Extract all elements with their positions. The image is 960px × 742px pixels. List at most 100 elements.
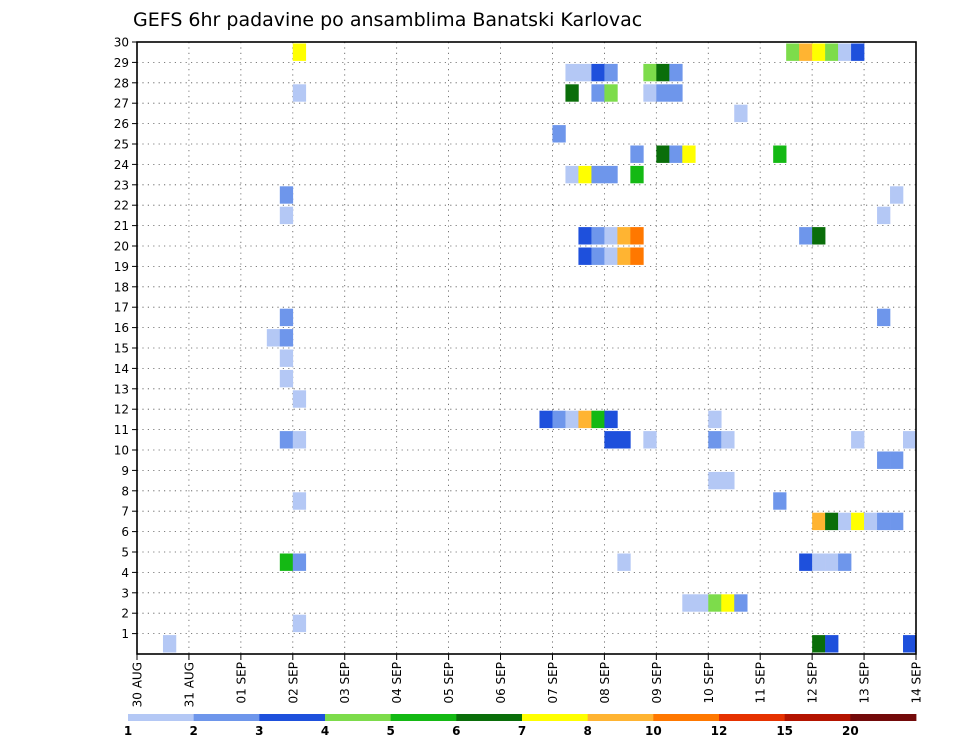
x-tick-label: 07 SEP (546, 662, 560, 704)
precip-cell (578, 165, 592, 184)
precip-cell (279, 308, 294, 327)
colorbar-label: 8 (583, 724, 591, 738)
colorbar-swatch (653, 714, 720, 721)
precip-cell (591, 84, 605, 102)
precip-cell (877, 451, 891, 469)
colorbar-label: 10 (645, 724, 662, 738)
colorbar-label: 6 (452, 724, 460, 738)
precip-cell (851, 512, 865, 531)
precip-cell (279, 349, 294, 367)
x-tick-label: 10 SEP (702, 662, 716, 704)
precip-cell (578, 63, 592, 82)
precip-cell (812, 43, 826, 61)
colorbar-swatch (456, 714, 523, 721)
colorbar-swatch (522, 714, 589, 721)
y-tick-label: 21 (114, 219, 129, 233)
precip-cell (825, 553, 839, 571)
precip-cell (630, 247, 644, 265)
precip-cell (604, 431, 618, 449)
precip-cell (825, 43, 839, 61)
precip-cell (591, 227, 605, 245)
colorbar-swatch (259, 714, 326, 721)
x-tick-label: 04 SEP (390, 662, 404, 704)
y-tick-label: 18 (114, 280, 129, 294)
precip-cell (903, 635, 917, 653)
precip-cell (669, 63, 683, 82)
precip-cell (630, 145, 644, 163)
precip-cell (552, 125, 566, 143)
precip-cell (656, 63, 670, 82)
y-tick-label: 26 (114, 117, 129, 131)
y-tick-label: 19 (114, 260, 129, 274)
precip-cell (279, 369, 294, 388)
precip-cell (734, 104, 748, 123)
colorbar-label: 5 (386, 724, 394, 738)
precip-cell (669, 145, 683, 163)
precip-cell (734, 594, 748, 612)
precip-cell (812, 635, 826, 653)
x-tick-label: 13 SEP (858, 662, 872, 704)
precip-cell (604, 63, 618, 82)
y-tick-label: 20 (114, 240, 129, 254)
y-tick-label: 8 (121, 484, 129, 498)
precip-cell (578, 227, 592, 245)
precip-cell (864, 512, 878, 531)
x-tick-label: 06 SEP (494, 662, 508, 704)
y-tick-label: 7 (121, 505, 129, 519)
precip-cell (708, 431, 722, 449)
colorbar-label: 2 (189, 724, 197, 738)
x-tick-label: 30 AUG (131, 662, 145, 707)
precip-cell (604, 227, 618, 245)
precip-cell (617, 553, 631, 571)
precip-cell (279, 329, 294, 347)
precip-cell (565, 165, 579, 184)
precip-cell (292, 84, 307, 102)
precip-cell (578, 247, 592, 265)
x-tick-label: 14 SEP (910, 662, 924, 704)
x-tick-label: 31 AUG (182, 662, 196, 707)
colorbar-swatch (193, 714, 260, 721)
colorbar-swatch (719, 714, 786, 721)
precip-cell (721, 471, 735, 490)
y-tick-label: 2 (121, 607, 129, 621)
y-tick-label: 30 (114, 36, 129, 50)
precip-cell (851, 431, 865, 449)
y-tick-label: 29 (114, 56, 129, 70)
colorbar-label: 7 (518, 724, 526, 738)
precip-cell (786, 43, 800, 61)
y-tick-label: 16 (114, 321, 129, 335)
precip-cell (708, 594, 722, 612)
colorbar-swatch (128, 714, 195, 721)
precip-cell (838, 553, 852, 571)
precip-cell (643, 63, 657, 82)
x-tick-label: 08 SEP (598, 662, 612, 704)
precip-cell (877, 206, 891, 225)
y-tick-label: 5 (121, 546, 129, 560)
x-tick-label: 12 SEP (806, 662, 820, 704)
precip-cell (695, 594, 709, 612)
cells-layer (162, 43, 917, 653)
precip-cell (890, 512, 904, 531)
precip-cell (812, 512, 826, 531)
precip-cell (903, 431, 917, 449)
y-tick-label: 23 (114, 178, 129, 192)
precip-cell (604, 84, 618, 102)
precip-cell (292, 614, 307, 633)
y-tick-label: 9 (121, 464, 129, 478)
x-tick-label: 11 SEP (754, 662, 768, 704)
precip-cell (591, 410, 605, 429)
precip-cell (279, 186, 294, 204)
precip-cell (292, 492, 307, 510)
colorbar-label: 15 (776, 724, 793, 738)
precip-cell (669, 84, 683, 102)
y-tick-label: 17 (114, 301, 129, 315)
precip-cell (643, 84, 657, 102)
precip-cell (643, 431, 657, 449)
precip-cell (825, 512, 839, 531)
y-tick-label: 12 (114, 403, 129, 417)
precip-cell (604, 410, 618, 429)
precip-cell (279, 206, 294, 225)
y-tick-label: 11 (114, 423, 129, 437)
precip-cell (851, 43, 865, 61)
